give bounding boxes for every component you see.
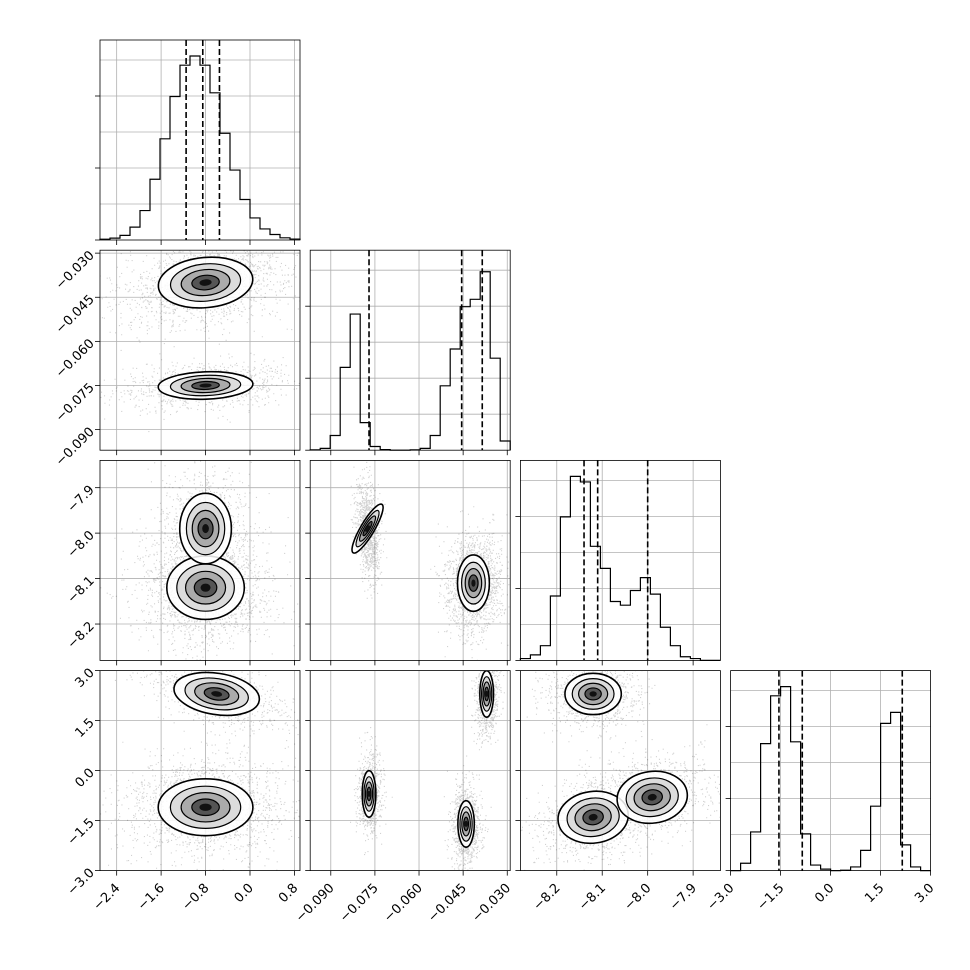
- panel-frame: [309, 459, 511, 661]
- x-tick-label: −0.030: [469, 881, 514, 926]
- x-tick-label: −0.8: [179, 881, 212, 914]
- y-tick-label: −0.090: [53, 425, 98, 470]
- density-peak: [589, 691, 597, 697]
- y-tick-label: −3.0: [65, 866, 98, 899]
- density-peak: [647, 793, 657, 801]
- y-tick-label: −0.045: [53, 292, 98, 337]
- x-tick-label: −1.5: [754, 881, 787, 914]
- scatter-panel-2-1: [309, 459, 511, 661]
- y-tick-label: −0.075: [53, 381, 98, 426]
- panel-frame: [309, 249, 511, 451]
- x-tick-label: 0.0: [232, 881, 257, 906]
- y-tick-label: 3.0: [72, 666, 97, 691]
- density-peak: [471, 579, 476, 587]
- scatter-points: [350, 670, 505, 871]
- scatter-panel-3-2: [520, 670, 721, 871]
- x-tick-label: −0.075: [337, 881, 382, 926]
- panel-frame: [520, 459, 721, 661]
- density-peak: [200, 583, 211, 592]
- scatter-panel-3-1: [309, 670, 511, 871]
- scatter-panel-2-0: [99, 459, 301, 661]
- histogram-step-2: [519, 475, 721, 661]
- y-tick-label: −0.030: [53, 248, 98, 293]
- x-tick-label: −8.1: [576, 881, 609, 914]
- histogram-panel-2: [515, 459, 721, 661]
- y-tick-label: −1.5: [65, 816, 98, 849]
- x-tick-label: −2.4: [91, 881, 124, 914]
- scatter-points: [100, 250, 300, 433]
- y-tick-label: −8.1: [65, 574, 98, 607]
- x-tick-label: −8.2: [531, 881, 564, 914]
- y-tick-label: 0.0: [72, 766, 97, 791]
- panel-frame: [99, 39, 301, 241]
- x-tick-label: −3.0: [704, 881, 737, 914]
- density-peak: [365, 525, 371, 532]
- scatter-panel-3-0: [99, 670, 301, 871]
- x-tick-label: −1.6: [135, 881, 168, 914]
- density-peak: [367, 790, 372, 797]
- histogram-panel-3: [725, 670, 931, 872]
- x-tick-label: −0.060: [381, 881, 426, 926]
- density-peak: [199, 383, 212, 388]
- histogram-step-0: [99, 55, 301, 240]
- histogram-panel-0: [95, 39, 301, 241]
- density-peak: [211, 691, 223, 697]
- x-tick-label: −0.090: [293, 881, 338, 926]
- histogram-step-3: [730, 686, 931, 872]
- scatter-points: [350, 461, 510, 661]
- y-tick-label: 1.5: [72, 716, 97, 741]
- density-peak: [484, 690, 489, 697]
- y-tick-label: −8.2: [65, 619, 98, 652]
- y-tick-label: −0.060: [53, 336, 98, 381]
- x-tick-label: −0.045: [425, 881, 470, 926]
- x-tick-label: 0.8: [276, 881, 301, 906]
- scatter-points: [520, 670, 721, 871]
- x-tick-label: −8.0: [622, 881, 655, 914]
- density-peak: [199, 279, 212, 286]
- x-tick-label: −7.9: [667, 881, 700, 914]
- density-peak: [464, 820, 469, 827]
- density-peak: [202, 524, 209, 534]
- x-tick-label: 0.0: [812, 881, 837, 906]
- x-tick-label: 1.5: [862, 881, 887, 906]
- panel-frame: [99, 459, 301, 661]
- histogram-step-1: [309, 271, 511, 451]
- density-peak: [199, 803, 212, 811]
- y-tick-label: −8.0: [65, 528, 98, 561]
- density-peak: [588, 813, 598, 821]
- x-tick-label: 3.0: [912, 881, 937, 906]
- panel-frame: [99, 249, 301, 451]
- histogram-panel-1: [305, 249, 511, 451]
- y-tick-label: −7.9: [65, 483, 98, 516]
- scatter-panel-1-0: [99, 249, 301, 451]
